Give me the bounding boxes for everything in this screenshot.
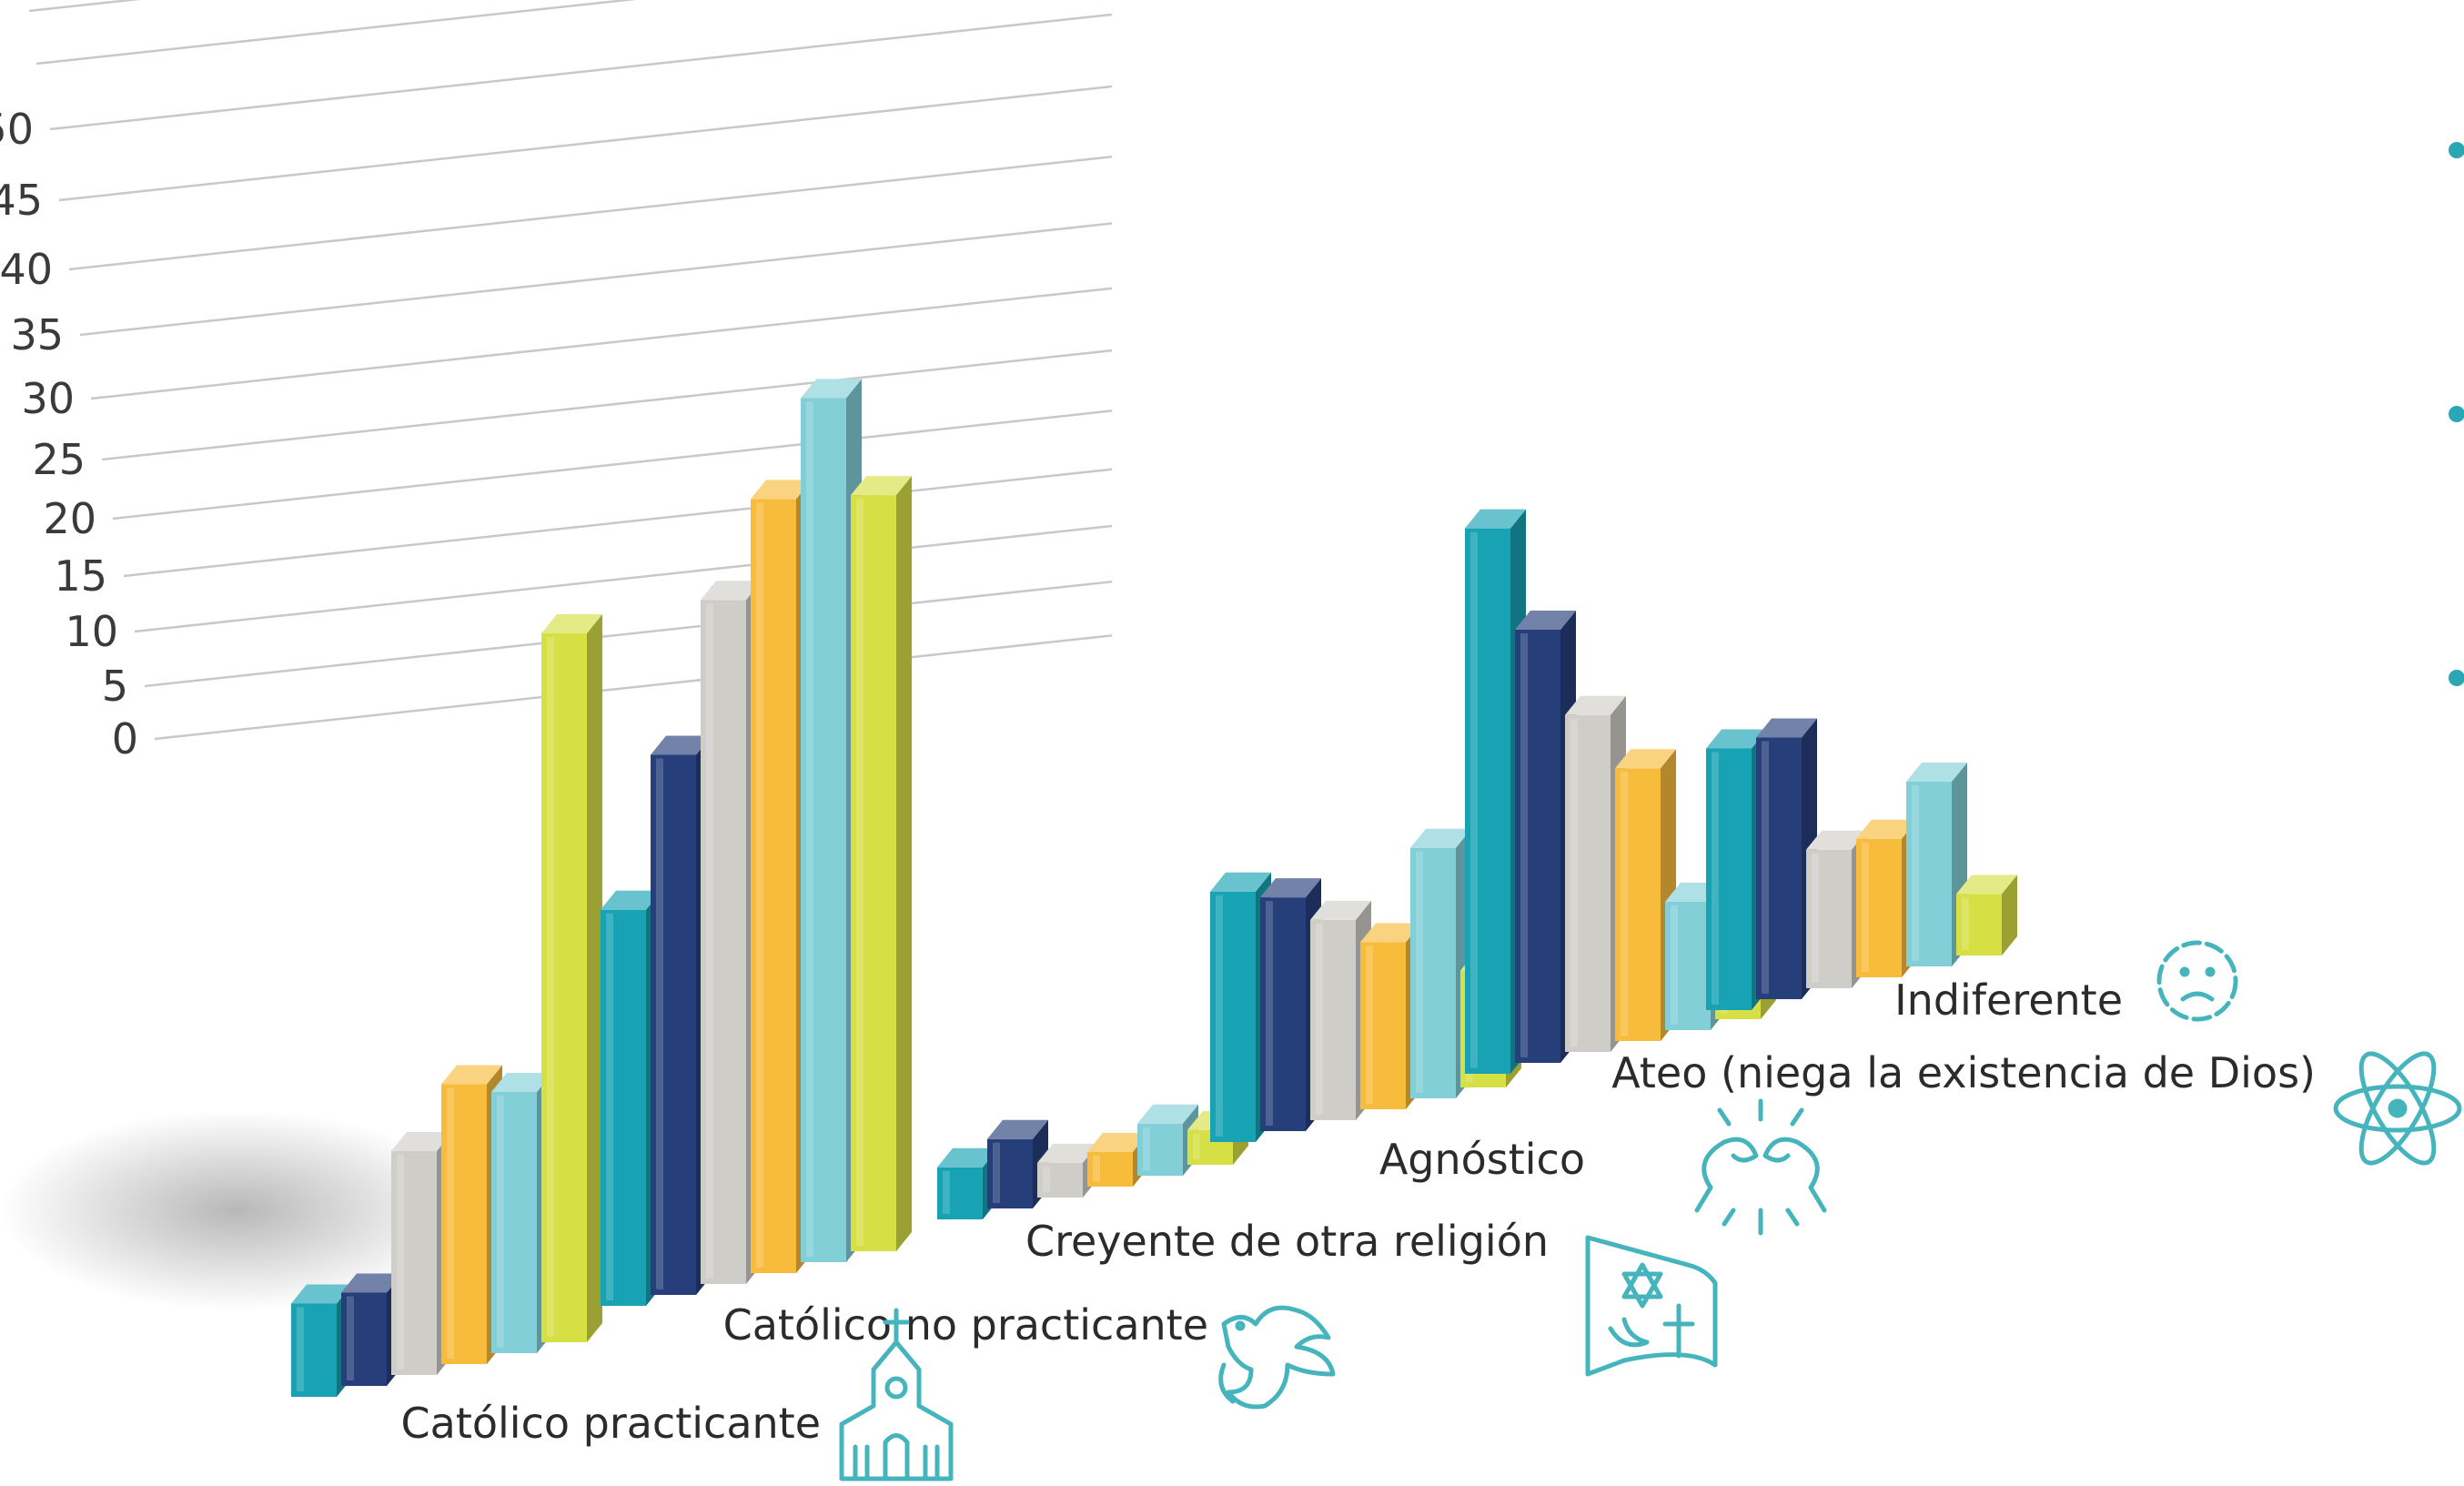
gridline <box>144 580 1113 688</box>
right-edge-decorations <box>2449 142 2464 686</box>
y-tick-label: 50 <box>0 105 34 154</box>
religious-symbols-icon <box>1585 1235 1718 1377</box>
y-tick-label: 5 <box>102 662 128 711</box>
y-tick-label: 35 <box>10 310 64 359</box>
gridline <box>49 13 1113 131</box>
gridline <box>79 222 1113 337</box>
bars <box>291 379 2017 1397</box>
dove-icon <box>1218 1305 1336 1410</box>
category-label: Indiferente <box>1894 976 2123 1025</box>
gridlines <box>28 0 1113 741</box>
category-label: Católico practicante <box>401 1399 821 1448</box>
gridline <box>35 0 637 66</box>
y-tick-label: 20 <box>43 494 96 543</box>
y-tick-label: 30 <box>21 374 75 423</box>
bar <box>987 1119 1048 1208</box>
bar-group <box>291 614 602 1397</box>
gridline <box>90 287 1113 400</box>
floor-shadow <box>0 1110 473 1310</box>
y-tick-label: 25 <box>32 435 86 484</box>
atom-icon <box>2333 1051 2462 1166</box>
gridline <box>134 524 1113 633</box>
bar-group <box>937 1104 1248 1219</box>
y-axis-ticks: 05 10 15 20 25 30 35 40 45 50 <box>0 105 138 763</box>
category-label: Ateo (niega la existencia de Dios) <box>1611 1048 2316 1097</box>
sad-face-icon <box>2156 940 2238 1022</box>
bar-group <box>1465 509 1776 1074</box>
gridline <box>112 409 1113 521</box>
gridline <box>123 468 1113 578</box>
gridline <box>68 155 1113 271</box>
category-label: Creyente de otra religión <box>1025 1217 1549 1266</box>
bar-group <box>601 379 912 1306</box>
gridline <box>58 85 1113 202</box>
category-label: Católico no practicante <box>723 1300 1208 1350</box>
gridline <box>101 349 1113 461</box>
y-tick-label: 45 <box>0 176 43 225</box>
gridline <box>154 634 1113 741</box>
y-tick-label: 15 <box>54 551 107 601</box>
bar <box>1956 874 2017 955</box>
bar-group <box>1706 718 2017 1010</box>
bar <box>541 614 602 1342</box>
church-icon <box>839 1308 954 1481</box>
category-label: Agnóstico <box>1379 1135 1585 1184</box>
bar <box>1210 872 1271 1142</box>
y-tick-label: 40 <box>0 245 53 294</box>
category-labels: Católico practicante Católico no practica… <box>401 976 2316 1448</box>
question-hands-icon <box>1694 1098 1827 1236</box>
bar <box>851 476 912 1251</box>
y-tick-label: 0 <box>112 714 138 763</box>
y-tick-label: 10 <box>65 607 118 656</box>
